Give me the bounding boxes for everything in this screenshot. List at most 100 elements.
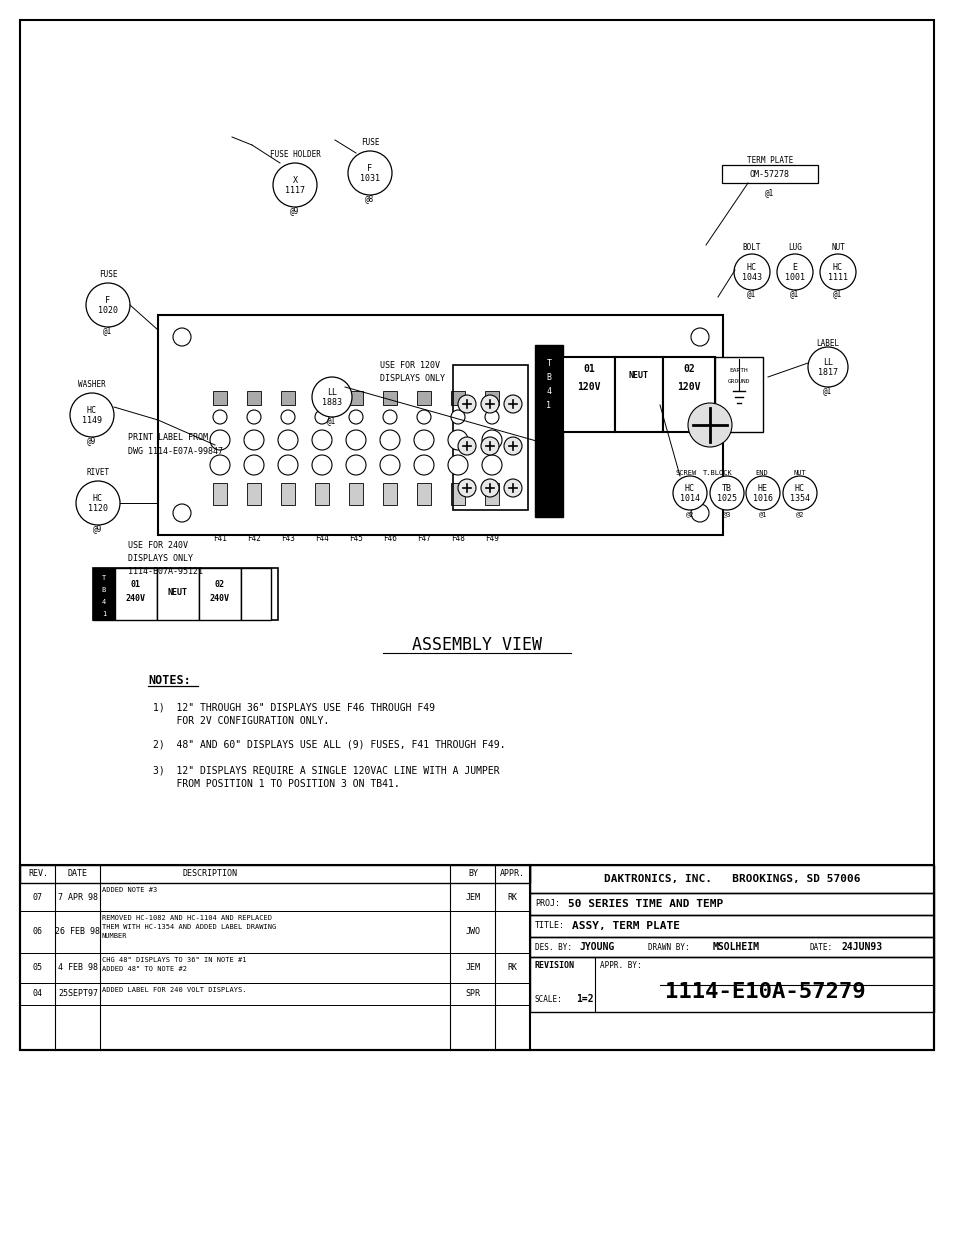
Text: SPR: SPR (465, 989, 480, 999)
Text: 07: 07 (33, 893, 43, 902)
Circle shape (733, 254, 769, 290)
Circle shape (480, 395, 498, 412)
Text: JWO: JWO (465, 927, 480, 936)
Text: NUT: NUT (793, 471, 805, 475)
Text: RK: RK (506, 963, 517, 972)
Text: END: END (755, 471, 767, 475)
Text: 25SEPT97: 25SEPT97 (58, 989, 98, 999)
Bar (416, 391, 431, 405)
Text: NOTES:: NOTES: (148, 673, 191, 687)
Circle shape (346, 454, 366, 475)
Circle shape (348, 151, 392, 195)
Bar (530, 893, 933, 915)
Text: 24JUN93: 24JUN93 (841, 942, 882, 952)
Bar (349, 391, 363, 405)
Bar (484, 483, 498, 505)
Text: 7 APR 98: 7 APR 98 (58, 893, 98, 902)
Circle shape (690, 329, 708, 346)
Circle shape (672, 475, 706, 510)
Circle shape (448, 454, 468, 475)
Circle shape (457, 437, 476, 454)
Text: MSOLHEIM: MSOLHEIM (712, 942, 760, 952)
Text: GROUND: GROUND (727, 378, 749, 384)
Text: 1014: 1014 (679, 494, 700, 503)
Text: NEUT: NEUT (168, 588, 188, 597)
Text: @3: @3 (722, 511, 731, 517)
Bar (20, 911, 530, 953)
Circle shape (503, 395, 521, 412)
Bar (451, 391, 464, 405)
Text: 1117: 1117 (285, 185, 305, 194)
Text: DATE:: DATE: (809, 942, 832, 951)
Text: 4 FEB 98: 4 FEB 98 (58, 963, 98, 972)
Text: DESCRIPTION: DESCRIPTION (182, 869, 237, 878)
Bar (382, 483, 396, 505)
Circle shape (503, 479, 521, 496)
Text: DISPLAYS ONLY: DISPLAYS ONLY (128, 553, 193, 562)
Text: @9: @9 (93, 525, 103, 534)
Text: HC: HC (832, 263, 842, 272)
Text: ADDED NOTE #3: ADDED NOTE #3 (102, 887, 157, 893)
Text: 1025: 1025 (717, 494, 737, 503)
Text: 120V: 120V (577, 382, 600, 391)
Bar (535, 345, 562, 517)
Text: USE FOR 240V: USE FOR 240V (128, 541, 188, 550)
Circle shape (70, 393, 113, 437)
Text: E: E (792, 263, 797, 272)
Text: @1: @1 (822, 387, 832, 395)
Text: FOR 2V CONFIGURATION ONLY.: FOR 2V CONFIGURATION ONLY. (152, 716, 329, 726)
Bar (451, 483, 464, 505)
Bar (20, 983, 530, 1005)
Circle shape (745, 475, 780, 510)
Bar (213, 483, 227, 505)
Bar (314, 483, 329, 505)
Text: B: B (546, 373, 551, 382)
Text: NUMBER: NUMBER (102, 932, 128, 939)
Bar (241, 568, 271, 620)
Bar (530, 937, 933, 957)
Text: 240V: 240V (126, 594, 146, 603)
Text: 05: 05 (33, 963, 43, 972)
Circle shape (172, 329, 191, 346)
Text: 1)  12" THROUGH 36" DISPLAYS USE F46 THROUGH F49: 1) 12" THROUGH 36" DISPLAYS USE F46 THRO… (152, 701, 435, 713)
Text: 1: 1 (546, 400, 551, 410)
Bar (247, 483, 261, 505)
Text: 06: 06 (33, 927, 43, 936)
Text: 4: 4 (546, 387, 551, 395)
Bar (20, 953, 530, 983)
Text: 1120: 1120 (88, 504, 108, 513)
Circle shape (247, 410, 261, 424)
Circle shape (416, 410, 431, 424)
Text: LL: LL (327, 388, 336, 396)
Circle shape (481, 454, 501, 475)
Text: F46: F46 (383, 534, 396, 542)
Circle shape (379, 430, 399, 450)
Circle shape (448, 430, 468, 450)
Text: @8: @8 (365, 194, 375, 204)
Text: 4: 4 (102, 599, 106, 605)
Text: NEUT: NEUT (628, 370, 648, 379)
Bar (20, 864, 933, 1050)
Circle shape (690, 504, 708, 522)
Text: LUG: LUG (787, 242, 801, 252)
Bar (199, 568, 241, 620)
Text: 1114-E07A-95121: 1114-E07A-95121 (128, 567, 203, 576)
Text: ASSY, TERM PLATE: ASSY, TERM PLATE (572, 921, 679, 931)
Bar (349, 483, 363, 505)
Text: 3)  12" DISPLAYS REQUIRE A SINGLE 120VAC LINE WITH A JUMPER: 3) 12" DISPLAYS REQUIRE A SINGLE 120VAC … (152, 764, 499, 776)
Circle shape (277, 430, 297, 450)
Bar (281, 483, 294, 505)
Circle shape (484, 410, 498, 424)
Text: 1817: 1817 (817, 368, 837, 377)
Text: F: F (106, 295, 111, 305)
Text: FUSE: FUSE (360, 137, 379, 147)
Text: WASHER: WASHER (78, 379, 106, 389)
Bar (530, 915, 933, 937)
Circle shape (244, 430, 264, 450)
Circle shape (210, 454, 230, 475)
Bar (281, 391, 294, 405)
Text: NUT: NUT (830, 242, 844, 252)
Circle shape (687, 403, 731, 447)
Circle shape (709, 475, 743, 510)
Text: DES. BY:: DES. BY: (535, 942, 572, 951)
